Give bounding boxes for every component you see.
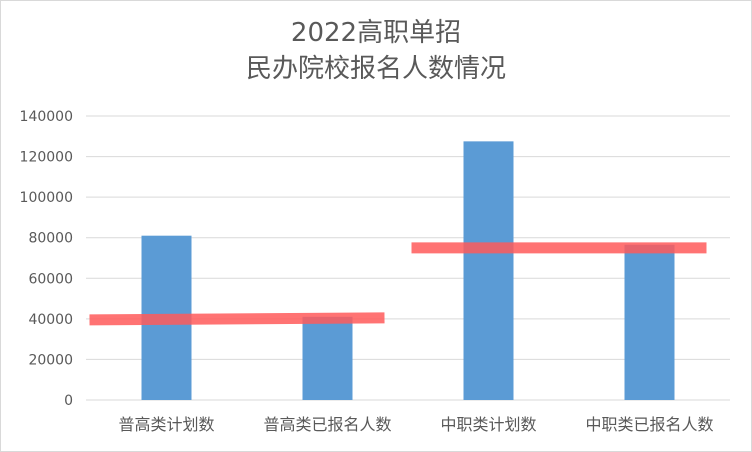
chart-title-line1: 2022高职单招	[290, 18, 462, 48]
bar	[463, 141, 514, 400]
highlight-line	[89, 312, 385, 326]
y-tick-label: 100000	[20, 190, 73, 206]
x-category-label: 普高类计划数	[118, 415, 214, 434]
bar	[302, 316, 353, 400]
y-tick-label: 80000	[28, 231, 73, 247]
x-axis-labels: 普高类计划数 普高类已报名人数 中职类计划数 中职类已报名人数	[118, 415, 713, 434]
y-tick-label: 0	[64, 393, 73, 409]
bars	[141, 141, 675, 400]
y-axis-ticks: 0 20000 40000 60000 80000 100000 120000 140000	[20, 109, 73, 409]
y-tick-label: 120000	[20, 150, 73, 166]
y-tick-label: 60000	[28, 271, 73, 287]
y-tick-label: 140000	[20, 109, 73, 125]
y-tick-label: 20000	[28, 352, 73, 368]
x-category-label: 普高类已报名人数	[263, 415, 391, 434]
chart-title-line2: 民办院校报名人数情况	[245, 54, 506, 84]
highlight-lines	[89, 242, 707, 326]
y-tick-label: 40000	[28, 312, 73, 328]
x-category-label: 中职类计划数	[440, 415, 536, 434]
x-category-label: 中职类已报名人数	[585, 415, 713, 434]
bar	[624, 244, 675, 400]
